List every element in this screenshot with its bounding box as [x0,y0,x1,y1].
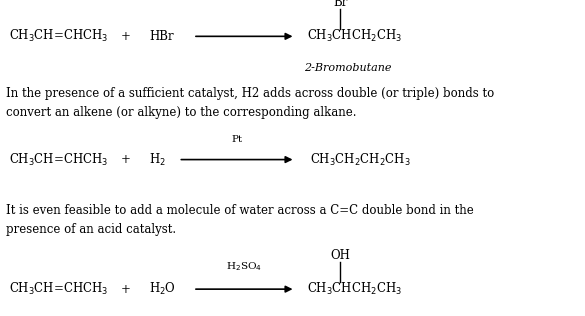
Text: Br: Br [333,0,347,9]
Text: HBr: HBr [149,30,174,43]
Text: H$_2$SO$_4$: H$_2$SO$_4$ [226,260,262,273]
Text: CH$_3$CHCH$_2$CH$_3$: CH$_3$CHCH$_2$CH$_3$ [307,281,402,297]
Text: H$_2$O: H$_2$O [149,281,176,297]
Text: +: + [121,153,130,166]
Text: +: + [121,30,130,43]
Text: CH$_3$CH=CHCH$_3$: CH$_3$CH=CHCH$_3$ [9,281,108,297]
Text: Pt: Pt [231,135,243,144]
Text: CH$_3$CHCH$_2$CH$_3$: CH$_3$CHCH$_2$CH$_3$ [307,28,402,44]
Text: CH$_3$CH=CHCH$_3$: CH$_3$CH=CHCH$_3$ [9,28,108,44]
Text: CH$_3$CH=CHCH$_3$: CH$_3$CH=CHCH$_3$ [9,152,108,167]
Text: OH: OH [331,249,350,262]
Text: In the presence of a sufficient catalyst, H2 adds across double (or triple) bond: In the presence of a sufficient catalyst… [6,87,494,119]
Text: H$_2$: H$_2$ [149,152,166,167]
Text: CH$_3$CH$_2$CH$_2$CH$_3$: CH$_3$CH$_2$CH$_2$CH$_3$ [310,152,411,167]
Text: It is even feasible to add a molecule of water across a C=C double bond in the
p: It is even feasible to add a molecule of… [6,204,474,236]
Text: +: + [121,283,130,296]
Text: 2-Bromobutane: 2-Bromobutane [304,63,392,73]
